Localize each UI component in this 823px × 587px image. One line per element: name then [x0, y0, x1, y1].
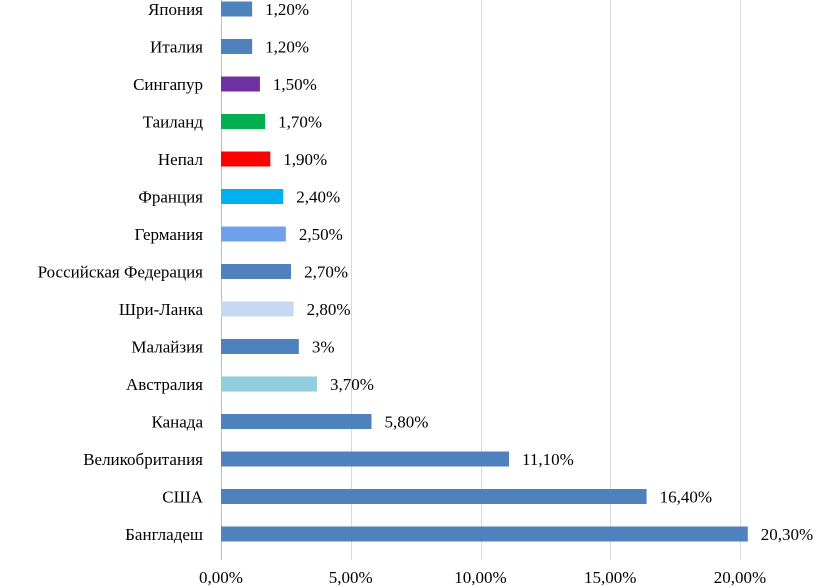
category-label: Великобритания	[83, 450, 203, 469]
data-label: 20,30%	[761, 525, 813, 544]
category-label: Италия	[150, 38, 203, 57]
bar	[221, 39, 253, 54]
category-label: США	[162, 488, 203, 507]
data-label: 2,70%	[304, 263, 348, 282]
x-tick-label: 10,00%	[454, 568, 506, 587]
bar	[221, 76, 260, 92]
bar	[221, 189, 284, 204]
data-label: 16,40%	[660, 488, 712, 507]
category-label: Малайзия	[131, 338, 203, 357]
category-label: Германия	[134, 225, 203, 244]
category-label: Франция	[138, 188, 203, 207]
data-label: 2,50%	[299, 225, 343, 244]
data-label: 2,40%	[296, 188, 340, 207]
category-label: Российская Федерация	[38, 263, 204, 282]
bar	[221, 526, 748, 542]
category-label: Австралия	[126, 375, 203, 394]
data-label: 1,50%	[273, 75, 317, 94]
data-label: 1,70%	[278, 113, 322, 132]
data-label: 11,10%	[522, 450, 574, 469]
bar	[221, 414, 372, 429]
category-label: Таиланд	[143, 113, 204, 132]
category-label: Бангладеш	[125, 525, 203, 544]
x-tick-label: 0,00%	[199, 568, 243, 587]
data-label: 1,20%	[265, 0, 309, 19]
bar	[221, 489, 647, 504]
category-label: Шри-Ланка	[119, 300, 204, 319]
category-label: Непал	[158, 150, 204, 169]
bar	[221, 451, 510, 467]
grid-layer	[221, 0, 741, 560]
bar-layer	[221, 1, 748, 542]
bar	[221, 264, 292, 279]
bar	[221, 151, 271, 167]
data-label: 5,80%	[385, 413, 429, 432]
data-label: 3,70%	[330, 375, 374, 394]
data-label: 1,20%	[265, 38, 309, 57]
x-tick-label: 20,00%	[714, 568, 766, 587]
category-label: Япония	[148, 0, 203, 19]
bar	[221, 301, 294, 317]
label-layer: 0,00% 5,00% 10,00% 15,00% 20,00% Япония 1,20% И…	[38, 0, 814, 587]
data-label: 3%	[312, 338, 335, 357]
data-label: 1,90%	[283, 150, 327, 169]
data-label: 2,80%	[307, 300, 351, 319]
bar	[221, 114, 266, 129]
category-label: Сингапур	[133, 75, 203, 94]
category-label: Канада	[152, 413, 204, 432]
x-tick-label: 5,00%	[329, 568, 373, 587]
bar	[221, 339, 299, 354]
bar	[221, 1, 253, 17]
x-tick-label: 15,00%	[584, 568, 636, 587]
bar	[221, 376, 318, 392]
bar	[221, 226, 286, 242]
